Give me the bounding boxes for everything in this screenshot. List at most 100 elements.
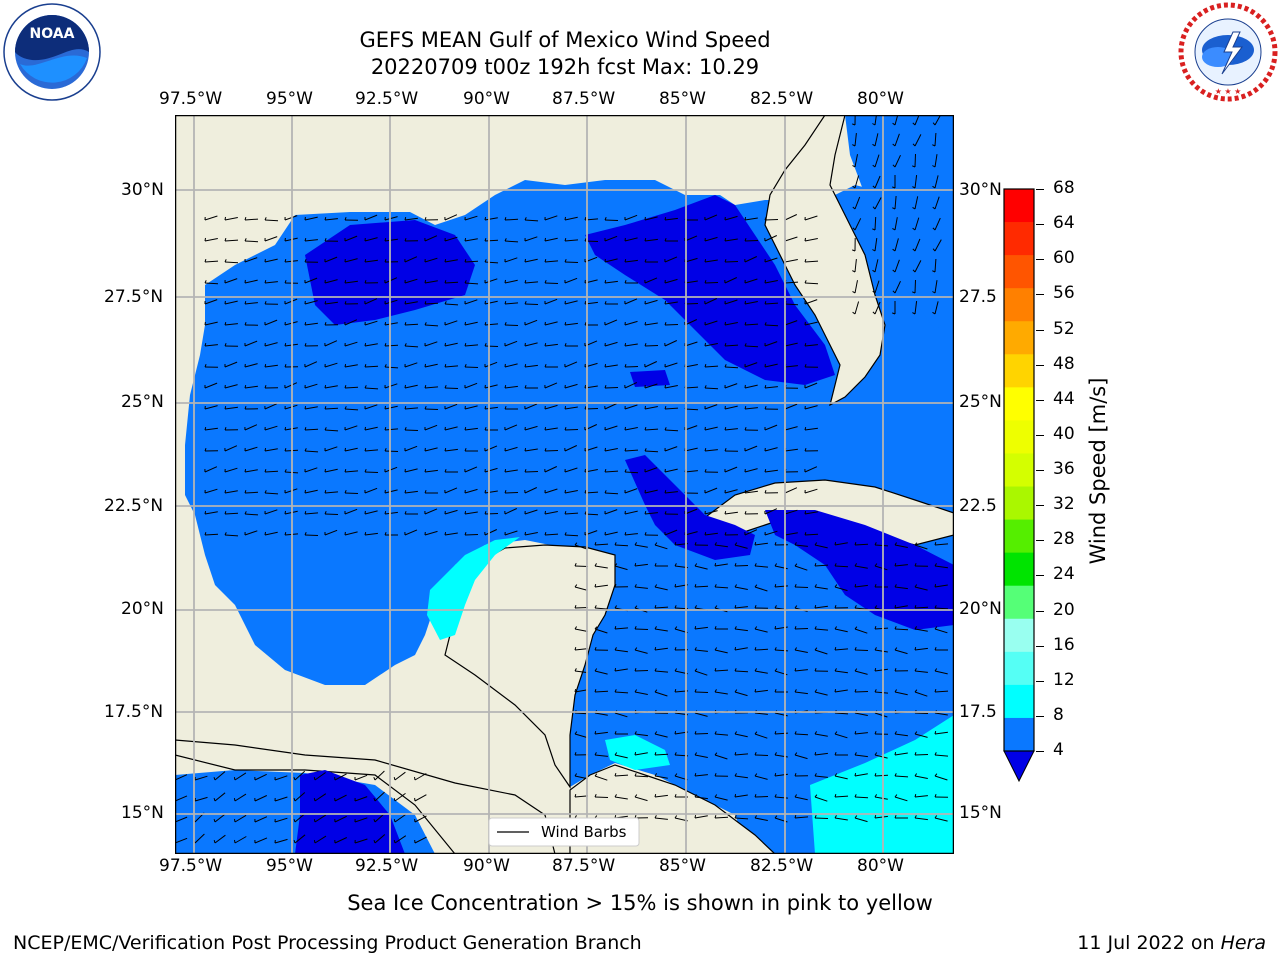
wind-barb-flag [754, 815, 758, 819]
wind-barb [714, 544, 728, 548]
svg-text:NOAA: NOAA [30, 26, 75, 42]
wind-barb [634, 563, 648, 567]
wind-barb-flag [774, 794, 777, 798]
wind-barb [344, 280, 358, 284]
wind-barb-flag [714, 562, 717, 567]
wind-barb [834, 586, 848, 592]
wind-barb-flag [794, 731, 797, 735]
wind-barb [224, 323, 238, 326]
wind-barb-flag [894, 668, 897, 672]
wind-barb-flag [804, 280, 807, 284]
wind-barb [564, 429, 579, 431]
wind-barb-flag [874, 605, 878, 609]
wind-barb-flag [734, 793, 737, 798]
wind-barb-flag [464, 321, 466, 326]
wind-barb-flag [344, 217, 347, 221]
wind-barb-flag [213, 818, 216, 823]
wind-barb-flag [244, 490, 247, 494]
wind-barb [564, 277, 578, 284]
wind-barb-flag [714, 815, 717, 819]
wind-barb-flag [872, 228, 876, 231]
wind-barb [634, 586, 648, 589]
wind-barb [914, 153, 916, 168]
colorbar [1002, 187, 1036, 785]
wind-barb [694, 626, 708, 630]
wind-barb [644, 450, 659, 453]
wind-barb [894, 628, 909, 631]
wind-barb-flag [304, 510, 307, 515]
wind-barb-flag [264, 217, 267, 221]
wind-barb [614, 796, 628, 800]
wind-barb [704, 214, 718, 221]
wind-barb [594, 796, 609, 798]
wind-barb [244, 424, 258, 431]
wind-barb [874, 280, 880, 294]
wind-barb [934, 607, 949, 610]
wind-barb [664, 385, 678, 389]
wind-barb-flag [754, 541, 757, 546]
wind-barb [754, 817, 768, 821]
wind-barb-flag [912, 186, 916, 189]
wind-barb [404, 323, 419, 326]
wind-barb [794, 544, 808, 547]
wind-barb-flag [872, 143, 876, 147]
wind-barb [874, 627, 889, 630]
wind-barb-flag [814, 604, 817, 609]
wind-barb [814, 817, 829, 819]
wind-barb-flag [634, 731, 637, 735]
wind-barb-flag [504, 468, 507, 473]
wind-barb [234, 814, 247, 823]
wind-barb [564, 445, 578, 452]
wind-barb [754, 542, 768, 546]
wind-barb [504, 340, 518, 347]
wind-barb [914, 217, 920, 231]
wind-barb-flag [264, 490, 267, 494]
wind-barb [744, 529, 758, 536]
wind-barb [244, 218, 259, 221]
wind-barb-flag [872, 249, 876, 252]
wind-barb-flag [724, 342, 727, 347]
wind-barb [524, 448, 538, 452]
lat-tick-right-7: 15°N [959, 803, 1002, 823]
wind-barb [734, 647, 748, 651]
wind-barb-flag [344, 385, 347, 389]
wind-barb [934, 817, 948, 822]
wind-barb [224, 534, 239, 537]
wind-barb [334, 815, 347, 823]
wind-barb-flag [834, 688, 837, 693]
wind-barb [874, 154, 880, 168]
wind-barb [264, 342, 278, 347]
wind-barb [224, 406, 238, 410]
wind-barb-flag [244, 300, 247, 305]
wind-barb [784, 320, 798, 326]
colorbar-label-wrap: Wind Speed [m/s] [1086, 378, 1280, 565]
wind-barb [574, 775, 588, 780]
colorbar-tick-label: 36 [1053, 459, 1075, 479]
wind-barb [734, 544, 748, 549]
wind-barb-flag [584, 300, 587, 305]
colorbar-label: Wind Speed [m/s] [1086, 377, 1110, 565]
credit-line: NCEP/EMC/Verification Post Processing Pr… [13, 932, 642, 954]
wind-barb-flag [704, 258, 707, 263]
wind-barb [324, 340, 338, 347]
wind-barb [504, 385, 518, 389]
wind-barb-flag [674, 688, 677, 693]
wind-barb [644, 322, 658, 326]
wind-barb-flag [524, 531, 526, 536]
wind-barb [814, 544, 828, 549]
wind-barb-flag [224, 237, 227, 242]
wind-barb [414, 794, 427, 802]
wind-barb [734, 586, 748, 590]
wind-barb-flag [724, 364, 727, 368]
wind-barb-flag [404, 322, 407, 326]
wind-barb [664, 217, 678, 221]
wind-barb [914, 670, 928, 673]
wind-barb-flag [614, 667, 617, 672]
wind-barb-flag [664, 322, 667, 326]
wind-barb [914, 647, 928, 651]
wind-barb [744, 384, 758, 389]
wind-barb-flag [834, 605, 837, 609]
wind-barb [574, 670, 588, 674]
wind-barb-flag [324, 384, 327, 389]
wind-barb-flag [634, 668, 637, 672]
